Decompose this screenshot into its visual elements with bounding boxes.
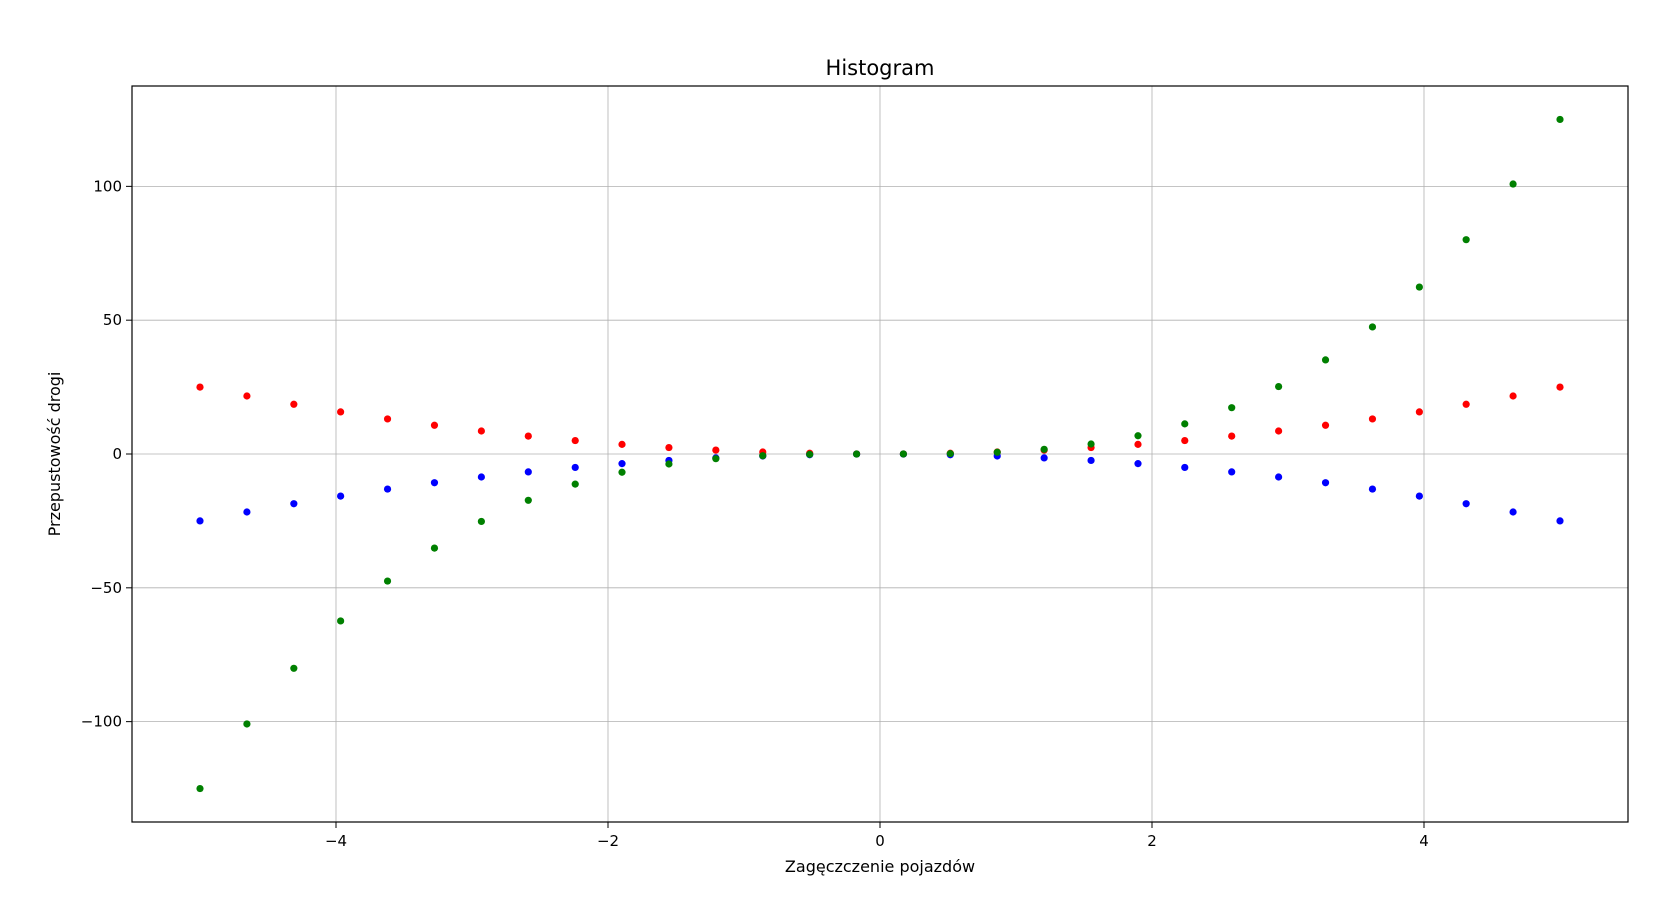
series-2-point <box>1368 323 1377 331</box>
series-0-point <box>430 421 439 429</box>
series-0-point <box>1556 383 1564 391</box>
series-2-point <box>1462 236 1470 244</box>
series-2-point <box>853 450 861 458</box>
chart-title: Histogram <box>826 56 935 80</box>
series-2-point <box>618 468 626 476</box>
series-1-point <box>1181 463 1189 472</box>
series-1-point <box>524 468 532 476</box>
series-1-point <box>1462 500 1470 508</box>
x-tick-label: 0 <box>875 832 885 850</box>
series-2-point <box>1087 440 1095 448</box>
series-1-point <box>1415 492 1423 500</box>
x-tick-label: −2 <box>597 832 619 850</box>
series-2-point <box>1040 445 1048 453</box>
series-0-point <box>524 432 532 440</box>
series-2-point <box>1509 180 1517 188</box>
series-0-point <box>1415 408 1423 416</box>
series-1-point <box>383 485 392 493</box>
series-0-point <box>1368 415 1377 423</box>
series-0-point <box>383 415 392 423</box>
y-tick-label: 50 <box>103 311 122 329</box>
data-points <box>196 115 1564 793</box>
series-2-point <box>1181 420 1189 428</box>
series-2-point <box>1134 432 1142 440</box>
series-2-point <box>571 480 579 488</box>
series-0-point <box>196 383 204 391</box>
series-2-point <box>1556 115 1564 124</box>
series-0-point <box>1275 427 1283 435</box>
series-2-point <box>1275 382 1283 391</box>
series-2-point <box>1415 283 1423 291</box>
series-1-point <box>1228 468 1236 476</box>
series-0-point <box>1321 421 1330 429</box>
series-1-point <box>571 463 579 472</box>
series-2-point <box>337 617 345 625</box>
series-1-point <box>618 460 626 468</box>
x-tick-label: 2 <box>1147 832 1157 850</box>
series-0-point <box>571 436 579 445</box>
series-1-point <box>477 473 485 481</box>
series-2-point <box>477 517 485 526</box>
series-0-point <box>1181 436 1189 445</box>
series-1-point <box>337 492 345 500</box>
y-axis-label: Przepustowość drogi <box>45 372 64 537</box>
series-2-point <box>524 496 532 504</box>
series-0-point <box>290 400 298 408</box>
series-0-point <box>665 443 673 452</box>
series-1-point <box>1368 485 1377 493</box>
series-1-point <box>196 517 204 525</box>
series-2-point <box>806 450 814 458</box>
series-2-point <box>1321 356 1330 364</box>
y-tick-label: 100 <box>93 177 122 195</box>
series-2-point <box>1228 404 1236 412</box>
series-1-point <box>243 508 251 516</box>
series-1-point <box>1040 454 1048 462</box>
x-axis-label: Zagęczczenie pojazdów <box>785 857 975 876</box>
series-2-point <box>243 720 251 728</box>
series-1-point <box>1556 517 1564 525</box>
y-tick-label: −50 <box>90 579 122 597</box>
series-1-point <box>290 500 298 508</box>
series-2-point <box>196 784 204 793</box>
series-2-point <box>290 664 298 672</box>
series-1-point <box>1275 473 1283 481</box>
series-1-point <box>1087 456 1095 465</box>
series-0-point <box>618 440 626 448</box>
series-0-point <box>712 446 720 454</box>
series-2-point <box>712 455 720 463</box>
series-0-point <box>477 427 485 435</box>
series-0-point <box>1134 440 1142 448</box>
series-0-point <box>1509 392 1517 400</box>
series-0-point <box>1228 432 1236 440</box>
series-1-point <box>1321 479 1330 487</box>
y-tick-label: −100 <box>81 713 122 731</box>
series-2-point <box>665 460 673 468</box>
series-0-point <box>1462 400 1470 408</box>
series-2-point <box>993 448 1001 456</box>
series-2-point <box>759 452 767 460</box>
series-0-point <box>243 392 251 400</box>
y-tick-label: 0 <box>112 445 122 463</box>
x-tick-label: −4 <box>325 832 347 850</box>
axis-ticks: −4 −2 0 2 4 −100 −50 0 50 100 <box>81 177 1429 850</box>
series-0-point <box>337 408 345 416</box>
series-2-point <box>383 577 392 585</box>
series-1-point <box>430 479 439 487</box>
series-2-point <box>899 450 907 458</box>
x-tick-label: 4 <box>1419 832 1429 850</box>
series-1-point <box>1509 508 1517 516</box>
grid <box>132 86 1628 822</box>
series-2-point <box>946 450 954 458</box>
series-2-point <box>430 544 439 552</box>
series-1-point <box>1134 460 1142 468</box>
